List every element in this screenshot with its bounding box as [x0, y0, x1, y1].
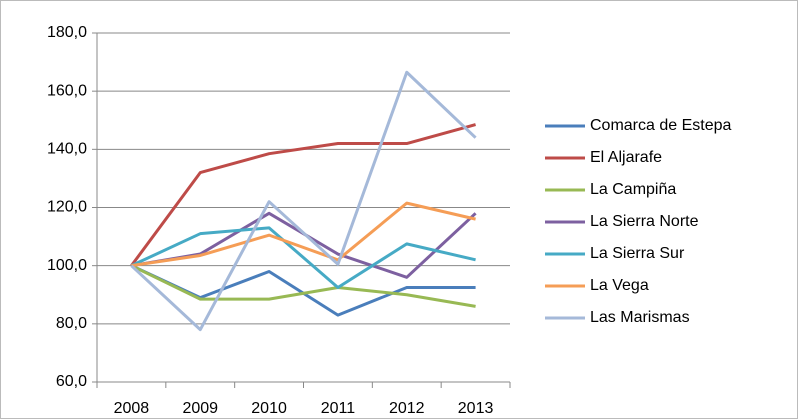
- y-tick-label: 120,0: [47, 199, 87, 216]
- x-tick-label: 2009: [182, 400, 218, 417]
- x-tick-label: 2012: [389, 400, 425, 417]
- series-line: [131, 201, 476, 268]
- x-tick-label: 2010: [251, 400, 287, 417]
- legend-label: La Vega: [590, 277, 649, 294]
- y-tick-label: 80,0: [56, 315, 87, 332]
- x-tick-label: 2008: [114, 400, 150, 417]
- legend-label: Comarca de Estepa: [590, 117, 732, 134]
- y-tick-label: 160,0: [47, 82, 87, 99]
- series-line: [130, 123, 476, 267]
- series-line: [130, 226, 476, 289]
- y-tick-label: 180,0: [47, 24, 87, 41]
- legend-label: La Sierra Norte: [590, 213, 699, 230]
- legend-label: El Aljarafe: [590, 149, 662, 166]
- series-line: [130, 264, 476, 308]
- x-tick-label: 2013: [458, 400, 494, 417]
- y-tick-label: 140,0: [47, 141, 87, 158]
- legend-label: La Sierra Sur: [590, 245, 685, 262]
- legend-label: Las Marismas: [590, 309, 690, 326]
- x-tick-label: 2011: [321, 400, 356, 417]
- y-tick-label: 100,0: [47, 257, 87, 274]
- legend-label: La Campiña: [590, 181, 676, 198]
- series-line: [130, 70, 477, 332]
- y-tick-label: 60,0: [56, 373, 87, 390]
